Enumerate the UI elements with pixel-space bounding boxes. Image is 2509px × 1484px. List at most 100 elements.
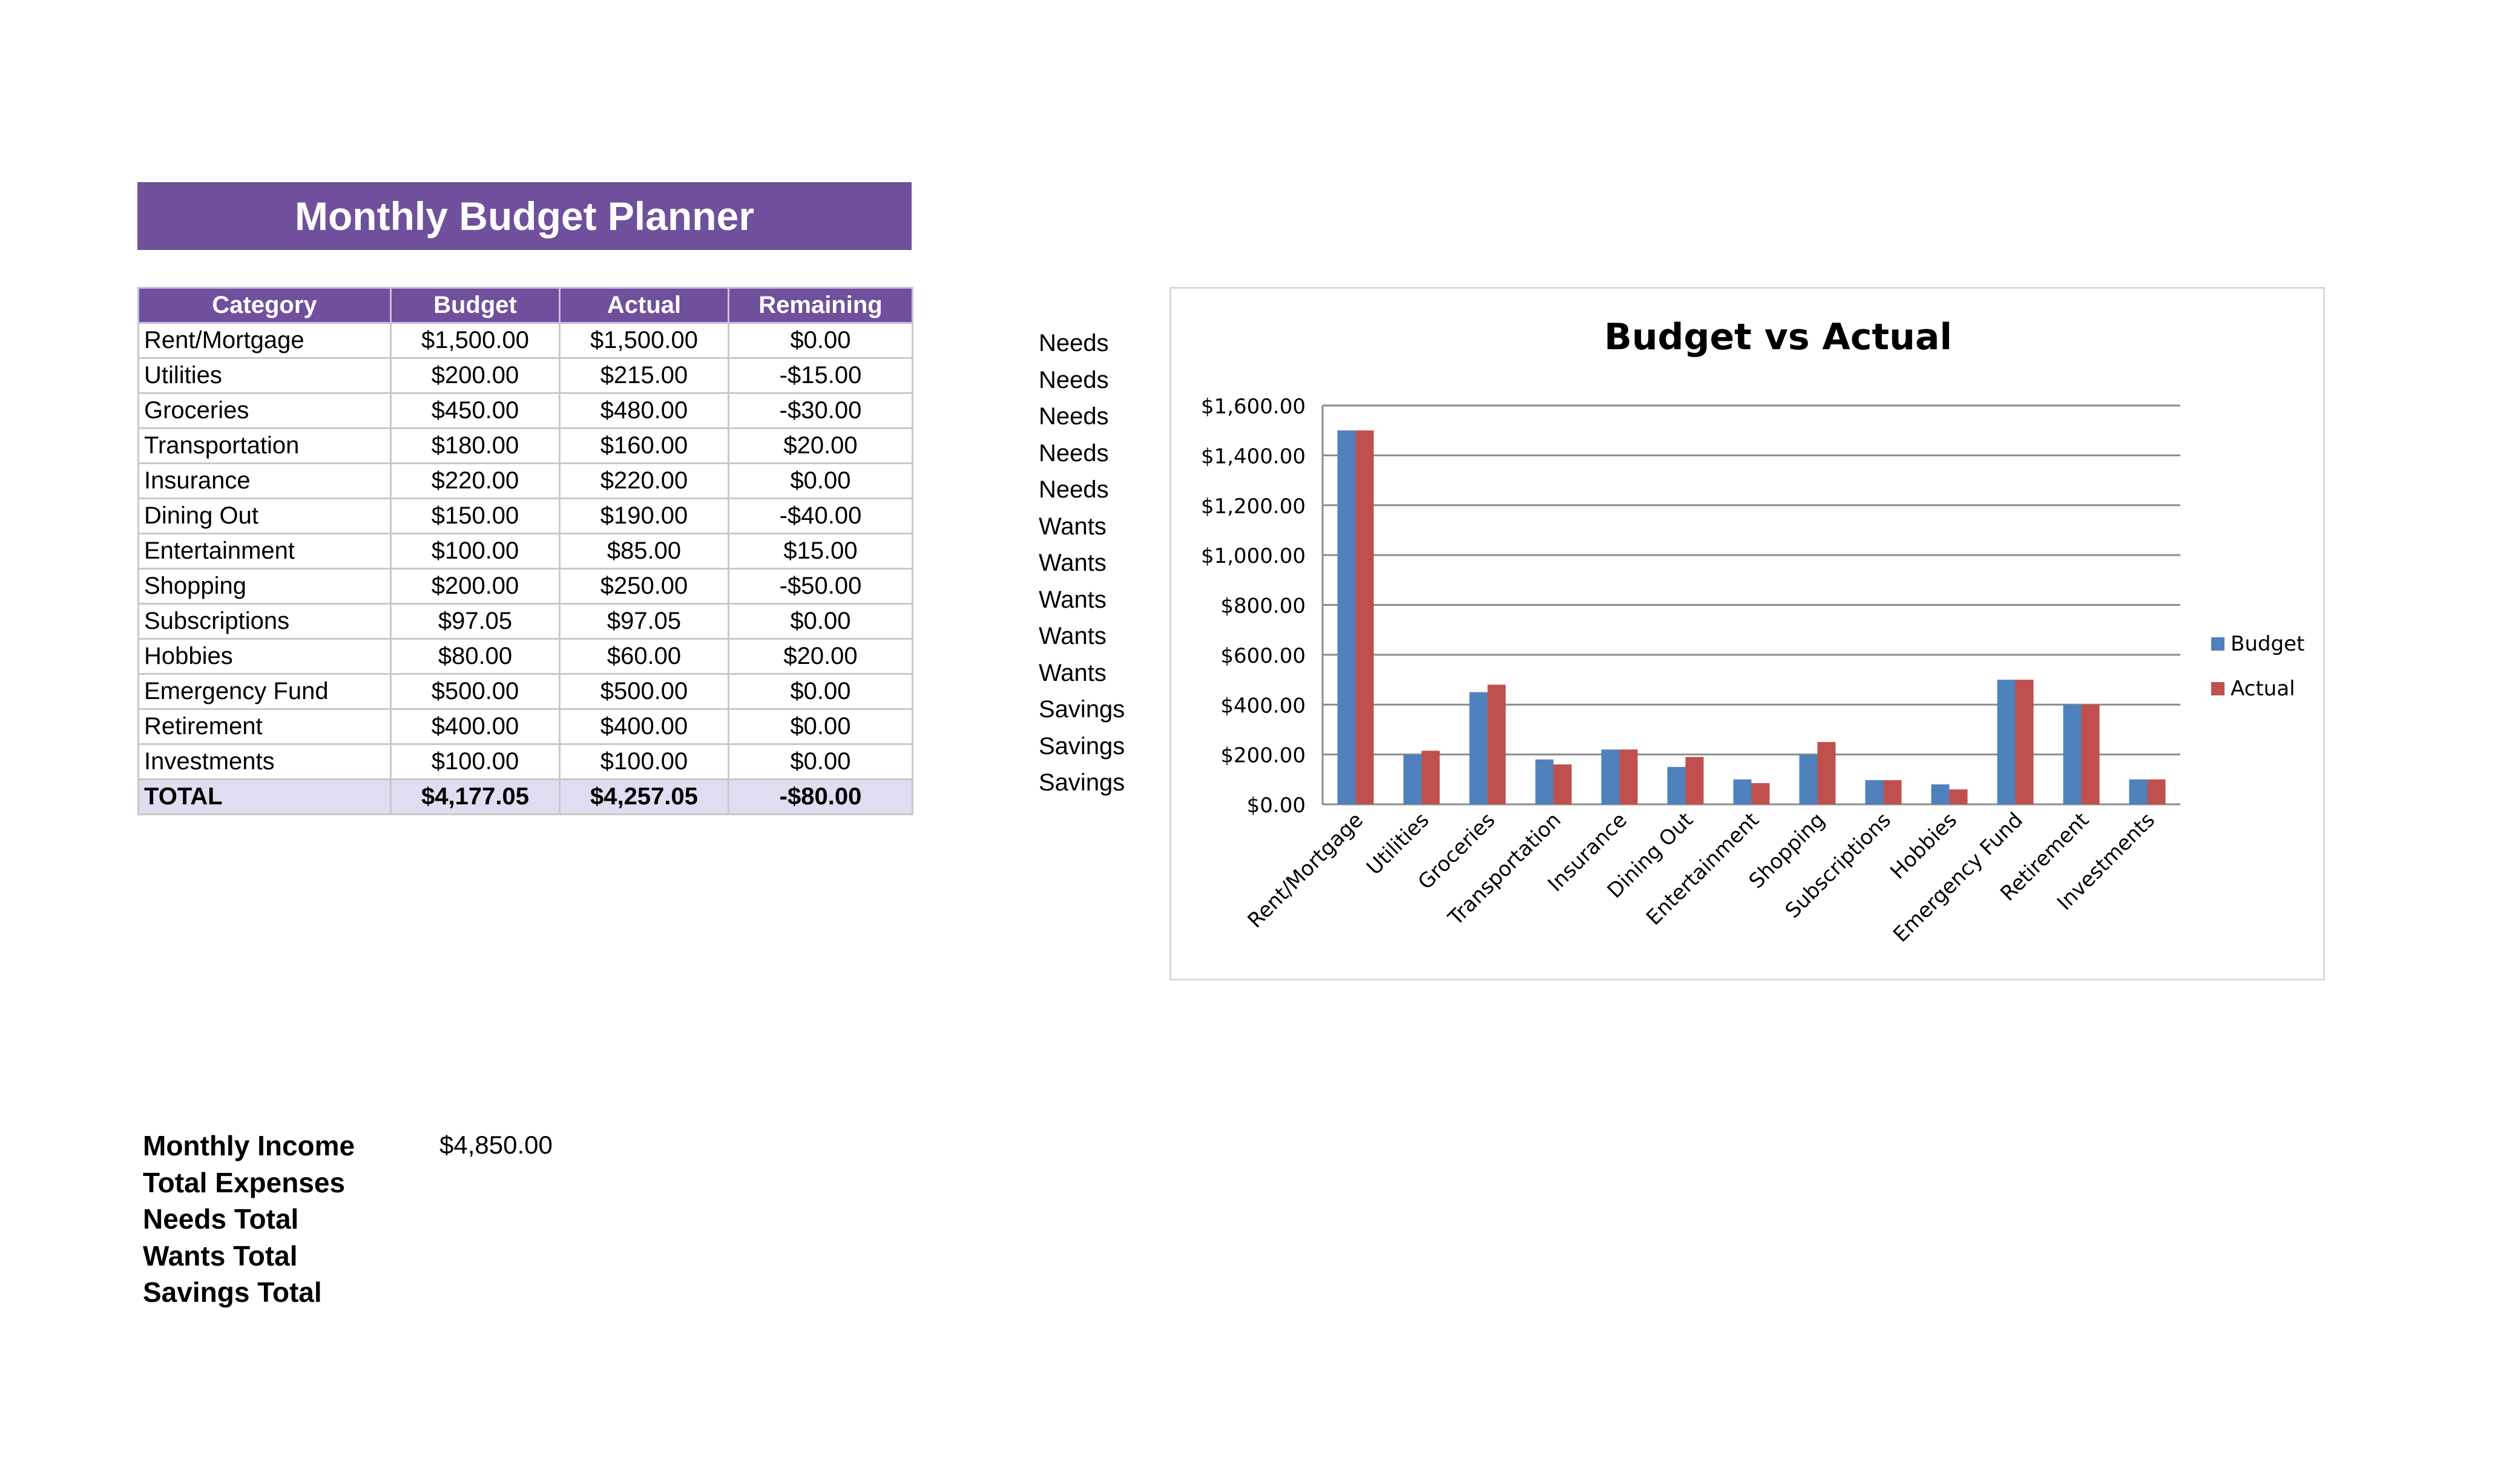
cell-category: Rent/Mortgage bbox=[137, 322, 392, 359]
table-row: Emergency Fund $500.00 $500.00 $0.00 bbox=[137, 673, 913, 710]
y-tick-label: $1,400.00 bbox=[1201, 444, 1306, 468]
table-row: Groceries $450.00 $480.00 -$30.00 bbox=[137, 392, 913, 429]
cell-actual: $215.00 bbox=[559, 357, 729, 394]
cell-remaining: $20.00 bbox=[728, 638, 913, 675]
y-tick-label: $1,600.00 bbox=[1201, 395, 1306, 419]
bar-budget-subscriptions bbox=[1865, 780, 1884, 804]
bar-budget-hobbies bbox=[1931, 784, 1950, 804]
cell-actual: $97.05 bbox=[559, 603, 729, 640]
column-header-budget: Budget bbox=[390, 287, 561, 324]
category-type-label: Savings bbox=[1039, 696, 1125, 723]
cell-remaining: $0.00 bbox=[728, 462, 913, 499]
cell-category: Investments bbox=[137, 743, 392, 780]
bar-actual-insurance bbox=[1619, 749, 1638, 804]
category-type-label: Wants bbox=[1039, 623, 1107, 649]
legend-swatch-budget bbox=[2211, 637, 2225, 651]
summary-label: Savings Total bbox=[143, 1276, 322, 1308]
bar-actual-subscriptions bbox=[1883, 780, 1902, 804]
table-row: Investments $100.00 $100.00 $0.00 bbox=[137, 743, 913, 780]
column-header-category: Category bbox=[137, 287, 392, 324]
cell-remaining: $0.00 bbox=[728, 708, 913, 745]
cell-budget: $220.00 bbox=[390, 462, 561, 499]
chart-svg: Budget vs Actual $0.00 $200.00 $400.00 $600.… bbox=[1201, 316, 2304, 947]
bar-actual-shopping bbox=[1817, 742, 1836, 804]
cell-budget: $1,500.00 bbox=[390, 322, 561, 359]
cell-budget: $400.00 bbox=[390, 708, 561, 745]
bar-actual-emergency-fund bbox=[2015, 680, 2034, 804]
cell-actual: $60.00 bbox=[559, 638, 729, 675]
y-tick-label: $0.00 bbox=[1247, 793, 1306, 818]
cell-category: Insurance bbox=[137, 462, 392, 499]
cell-category: Hobbies bbox=[137, 638, 392, 675]
category-type-label: Needs bbox=[1039, 366, 1109, 393]
cell-actual: $190.00 bbox=[559, 497, 729, 534]
bar-budget-entertainment bbox=[1733, 779, 1752, 804]
bar-budget-rent-mortgage bbox=[1337, 430, 1356, 804]
cell-budget: $200.00 bbox=[390, 357, 561, 394]
cell-actual: $480.00 bbox=[559, 392, 729, 429]
category-type-label: Wants bbox=[1039, 586, 1107, 613]
y-tick-label: $1,200.00 bbox=[1201, 494, 1306, 519]
legend-label-budget: Budget bbox=[2231, 632, 2304, 656]
cell-budget: $150.00 bbox=[390, 497, 561, 534]
column-header-remaining: Remaining bbox=[728, 287, 913, 324]
summary-label: Total Expenses bbox=[143, 1166, 346, 1198]
bar-actual-dining-out bbox=[1685, 757, 1704, 804]
table-row: Hobbies $80.00 $60.00 $20.00 bbox=[137, 638, 913, 675]
bar-actual-utilities bbox=[1421, 750, 1440, 804]
cell-remaining: -$30.00 bbox=[728, 392, 913, 429]
table-total-row: TOTAL $4,177.05 $4,257.05 -$80.00 bbox=[137, 778, 913, 815]
column-header-actual: Actual bbox=[559, 287, 729, 324]
bar-budget-groceries bbox=[1469, 692, 1488, 804]
cell-category: Transportation bbox=[137, 427, 392, 464]
cell-actual: $250.00 bbox=[559, 568, 729, 605]
cell-remaining: $0.00 bbox=[728, 743, 913, 780]
table-row: Utilities $200.00 $215.00 -$15.00 bbox=[137, 357, 913, 394]
cell-category: Dining Out bbox=[137, 497, 392, 534]
table-row: Rent/Mortgage $1,500.00 $1,500.00 $0.00 bbox=[137, 322, 913, 359]
bar-actual-groceries bbox=[1487, 685, 1506, 804]
cell-budget: $180.00 bbox=[390, 427, 561, 464]
total-remaining: -$80.00 bbox=[728, 778, 913, 815]
bar-actual-retirement bbox=[2081, 704, 2100, 804]
chart-title: Budget vs Actual bbox=[1604, 316, 1952, 358]
bar-budget-retirement bbox=[2063, 704, 2082, 804]
y-tick-label: $600.00 bbox=[1220, 644, 1306, 668]
table-row: Entertainment $100.00 $85.00 $15.00 bbox=[137, 533, 913, 570]
cell-remaining: -$15.00 bbox=[728, 357, 913, 394]
category-type-label: Savings bbox=[1039, 769, 1125, 796]
summary-label: Wants Total bbox=[143, 1239, 298, 1272]
category-type-label: Needs bbox=[1039, 476, 1109, 503]
cell-remaining: $0.00 bbox=[728, 603, 913, 640]
bar-actual-transportation bbox=[1553, 764, 1572, 804]
bar-budget-utilities bbox=[1403, 754, 1422, 804]
total-category: TOTAL bbox=[137, 778, 392, 815]
cell-remaining: $15.00 bbox=[728, 533, 913, 570]
cell-remaining: $20.00 bbox=[728, 427, 913, 464]
category-type-label: Needs bbox=[1039, 439, 1109, 467]
bar-budget-investments bbox=[2129, 779, 2148, 804]
y-tick-label: $200.00 bbox=[1220, 744, 1306, 768]
bar-actual-hobbies bbox=[1949, 789, 1968, 804]
table-row: Transportation $180.00 $160.00 $20.00 bbox=[137, 427, 913, 464]
cell-actual: $400.00 bbox=[559, 708, 729, 745]
bar-actual-rent-mortgage bbox=[1355, 430, 1374, 804]
y-tick-label: $1,000.00 bbox=[1201, 544, 1306, 568]
cell-category: Subscriptions bbox=[137, 603, 392, 640]
cell-category: Entertainment bbox=[137, 533, 392, 570]
cell-remaining: -$50.00 bbox=[728, 568, 913, 605]
cell-actual: $160.00 bbox=[559, 427, 729, 464]
legend-swatch-actual bbox=[2211, 682, 2225, 695]
cell-category: Utilities bbox=[137, 357, 392, 394]
cell-budget: $100.00 bbox=[390, 743, 561, 780]
cell-actual: $85.00 bbox=[559, 533, 729, 570]
y-tick-label: $400.00 bbox=[1220, 694, 1306, 718]
bar-budget-emergency-fund bbox=[1997, 680, 2016, 804]
table-row: Insurance $220.00 $220.00 $0.00 bbox=[137, 462, 913, 499]
total-actual: $4,257.05 bbox=[559, 778, 729, 815]
table-header-row: Category Budget Actual Remaining bbox=[137, 287, 913, 324]
cell-remaining: $0.00 bbox=[728, 673, 913, 710]
category-type-label: Needs bbox=[1039, 403, 1109, 430]
cell-remaining: -$40.00 bbox=[728, 497, 913, 534]
cell-budget: $500.00 bbox=[390, 673, 561, 710]
